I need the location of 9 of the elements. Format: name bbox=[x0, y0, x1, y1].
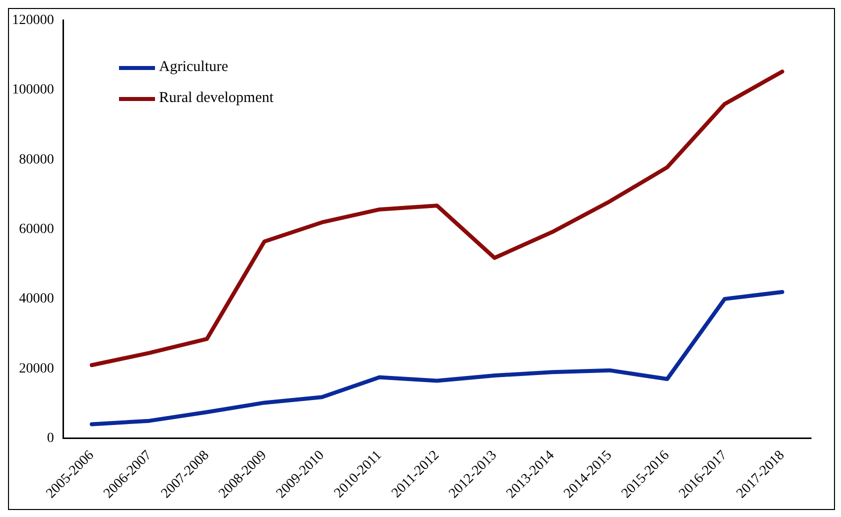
y-tick-label: 120000 bbox=[12, 13, 54, 28]
y-tick-label: 40000 bbox=[19, 292, 54, 307]
y-tick-label: 60000 bbox=[19, 222, 54, 237]
y-tick-label: 20000 bbox=[19, 361, 54, 376]
y-tick-label: 80000 bbox=[19, 152, 54, 168]
legend-label: Agriculture bbox=[159, 59, 228, 76]
y-tick-label: 0 bbox=[47, 430, 54, 446]
legend-label: Rural development bbox=[159, 90, 274, 107]
y-tick-label: 100000 bbox=[12, 82, 54, 98]
